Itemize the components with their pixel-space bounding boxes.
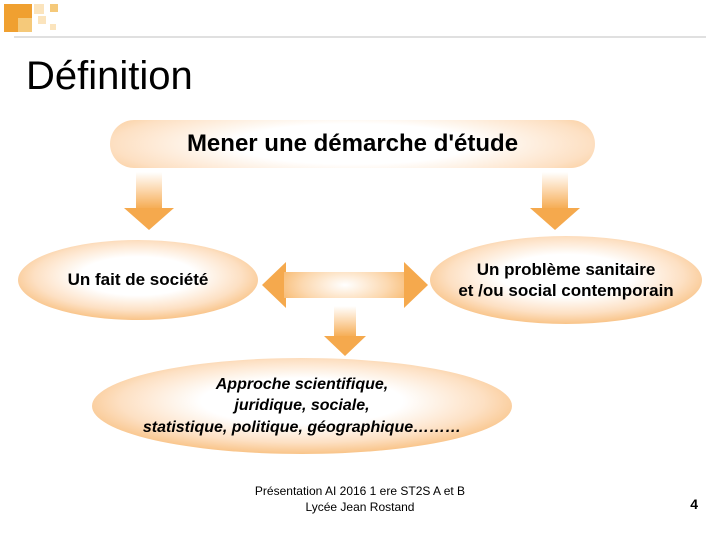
right-bubble: Un problème sanitaire et /ou social cont…: [430, 236, 702, 324]
page-number: 4: [690, 496, 698, 512]
corner-decoration: [4, 4, 104, 34]
bottom-bubble: Approche scientifique, juridique, social…: [92, 358, 512, 454]
page-title: Définition: [26, 54, 193, 99]
double-arrow-horizontal: [262, 262, 428, 308]
bottom-bubble-text: Approche scientifique, juridique, social…: [143, 374, 461, 439]
arrow-down-right: [530, 172, 580, 228]
top-banner: Mener une démarche d'étude: [110, 120, 595, 168]
top-banner-text: Mener une démarche d'étude: [187, 130, 518, 158]
footer-line-1: Présentation AI 2016 1 ere ST2S A et B: [0, 484, 720, 500]
left-bubble-text: Un fait de société: [68, 270, 209, 290]
slide: Définition Mener une démarche d'étude Un…: [0, 0, 720, 540]
footer-line-2: Lycée Jean Rostand: [0, 500, 720, 516]
left-bubble: Un fait de société: [18, 240, 258, 320]
header-rule: [14, 36, 706, 38]
footer: Présentation AI 2016 1 ere ST2S A et B L…: [0, 484, 720, 515]
arrow-down-center: [324, 306, 366, 356]
right-bubble-text: Un problème sanitaire et /ou social cont…: [458, 259, 673, 302]
arrow-down-left: [124, 172, 174, 228]
